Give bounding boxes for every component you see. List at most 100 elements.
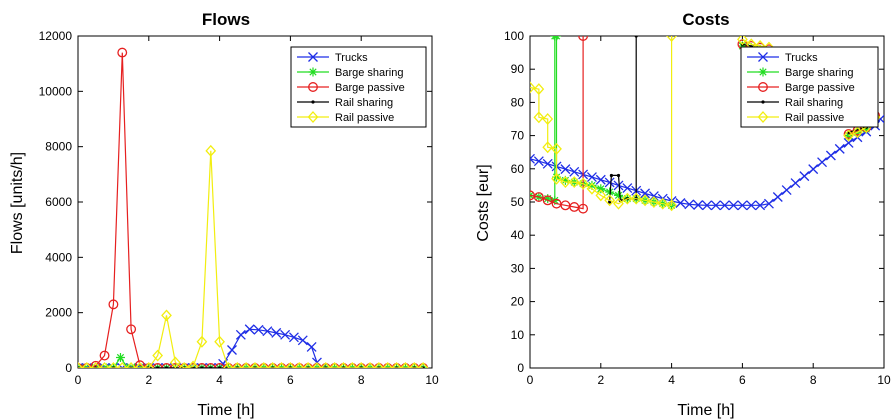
chart-title: Costs: [682, 10, 729, 29]
y-tick-label: 80: [511, 95, 525, 109]
y-tick-label: 90: [511, 62, 525, 76]
data-point: [630, 192, 642, 205]
data-point: [125, 362, 137, 368]
data-point: [808, 164, 819, 175]
y-axis-label: Costs [eur]: [475, 164, 492, 241]
data-point: [293, 362, 305, 368]
legend-label: Rail passive: [785, 112, 844, 124]
data-point: [400, 362, 411, 368]
legend-label: Barge sharing: [785, 67, 854, 79]
legend-marker: [757, 111, 769, 123]
legend: Trucks Barge sharing Barge passive Rail sha…: [290, 46, 427, 128]
data-point: [196, 335, 208, 348]
data-point: [338, 362, 349, 368]
data-point: [542, 141, 554, 154]
data-point: [329, 362, 341, 368]
data-point: [737, 36, 748, 46]
legend-entry: Rail passive: [747, 111, 844, 124]
x-tick-label: 2: [145, 373, 152, 387]
data-point: [533, 83, 545, 96]
data-point: [763, 198, 774, 209]
x-tick-label: 8: [810, 373, 817, 387]
legend-marker: [761, 100, 765, 104]
data-point: [253, 324, 264, 335]
data-point: [772, 192, 783, 202]
x-tick-label: 8: [358, 373, 365, 387]
flows-chart: Flows Time [h] Flows [units/h] 0 2 4 6 8 10 0 2…: [9, 10, 439, 419]
x-tick-label: 6: [287, 373, 294, 387]
data-point: [231, 362, 243, 368]
data-point: [755, 200, 766, 211]
y-tick-label: 50: [511, 195, 525, 209]
data-point: [578, 36, 589, 41]
data-point: [666, 199, 677, 212]
data-point: [169, 356, 181, 368]
legend-label: Barge passive: [785, 82, 855, 94]
data-point: [115, 352, 125, 362]
data-point: [710, 200, 721, 211]
data-point: [533, 156, 544, 167]
legend-label: Barge sharing: [335, 67, 404, 79]
data-point: [280, 329, 291, 340]
data-point: [355, 362, 367, 368]
data-point: [542, 113, 554, 125]
y-tick-label: 12000: [39, 29, 73, 43]
y-tick-label: 6000: [45, 195, 72, 209]
data-point: [843, 137, 854, 148]
series-rail-passive: [78, 144, 429, 368]
legend-marker: [311, 100, 315, 104]
data-point: [657, 197, 669, 210]
data-point: [616, 173, 621, 178]
chart-title: Flows: [202, 10, 250, 29]
x-tick-label: 6: [739, 373, 746, 387]
data-point: [99, 350, 110, 361]
data-point: [134, 362, 146, 368]
legend-marker: [758, 67, 768, 77]
data-point: [116, 362, 128, 368]
data-point: [613, 180, 624, 191]
data-point: [200, 366, 204, 368]
data-point: [306, 342, 317, 352]
data-point: [790, 178, 801, 189]
data-point: [550, 195, 560, 205]
data-point: [737, 200, 748, 211]
legend-entry: Rail sharing: [297, 97, 393, 109]
legend-entry: Rail passive: [297, 111, 394, 124]
data-point: [825, 150, 836, 161]
data-point: [126, 324, 137, 335]
data-point: [595, 174, 606, 185]
data-point: [609, 173, 614, 178]
y-tick-label: 10: [511, 328, 525, 342]
data-point: [702, 200, 712, 211]
y-tick-label: 0: [65, 361, 72, 375]
data-point: [533, 192, 544, 202]
legend-marker: [758, 52, 768, 62]
x-tick-label: 4: [668, 373, 675, 387]
data-point: [99, 362, 110, 368]
series-line: [78, 328, 323, 368]
data-point: [530, 153, 535, 164]
data-point: [781, 185, 792, 196]
data-point: [156, 366, 160, 368]
data-point: [613, 197, 624, 210]
data-point: [560, 164, 571, 175]
data-point: [621, 192, 633, 205]
data-point: [578, 203, 589, 214]
y-tick-label: 0: [517, 361, 524, 375]
series-layer: [78, 47, 429, 368]
data-point: [675, 198, 686, 208]
data-point: [684, 199, 695, 210]
data-point: [249, 362, 261, 368]
legend-label: Rail sharing: [785, 97, 843, 109]
data-point: [117, 47, 128, 58]
data-point: [302, 362, 314, 368]
data-point: [542, 158, 553, 169]
series-line: [78, 52, 424, 368]
data-point: [719, 200, 730, 211]
legend-label: Rail sharing: [335, 97, 393, 109]
data-point: [78, 362, 84, 368]
data-point: [373, 362, 385, 368]
data-point: [188, 363, 198, 368]
data-point: [205, 363, 216, 368]
